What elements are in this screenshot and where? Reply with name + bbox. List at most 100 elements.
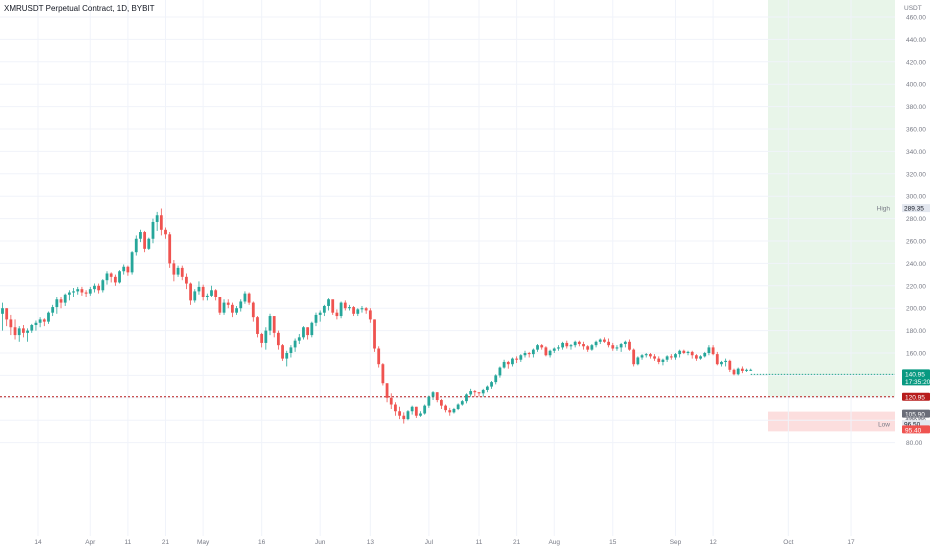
- candle[interactable]: [586, 345, 590, 352]
- candle[interactable]: [276, 330, 280, 350]
- candle[interactable]: [423, 404, 427, 415]
- candle[interactable]: [523, 350, 527, 358]
- candle[interactable]: [653, 354, 656, 361]
- candle[interactable]: [130, 251, 134, 275]
- candle[interactable]: [565, 340, 569, 349]
- candle[interactable]: [34, 320, 38, 331]
- candle[interactable]: [88, 286, 92, 296]
- candle[interactable]: [644, 353, 648, 358]
- candle[interactable]: [348, 304, 351, 311]
- candle[interactable]: [243, 291, 247, 304]
- candle[interactable]: [322, 304, 326, 317]
- candle[interactable]: [17, 326, 21, 342]
- candle[interactable]: [440, 398, 443, 409]
- candle[interactable]: [59, 297, 63, 309]
- candle[interactable]: [381, 363, 385, 386]
- candle[interactable]: [189, 282, 192, 305]
- candle[interactable]: [527, 351, 531, 358]
- candle[interactable]: [531, 348, 535, 358]
- candle[interactable]: [573, 340, 577, 348]
- candle[interactable]: [247, 292, 251, 305]
- candle[interactable]: [519, 354, 523, 362]
- candle[interactable]: [51, 304, 55, 317]
- candle[interactable]: [176, 265, 180, 277]
- candle[interactable]: [699, 355, 702, 360]
- candle[interactable]: [469, 388, 473, 397]
- candle[interactable]: [598, 338, 602, 345]
- candle[interactable]: [485, 385, 489, 393]
- candle[interactable]: [678, 349, 682, 358]
- candle[interactable]: [435, 392, 439, 403]
- candle[interactable]: [394, 402, 397, 416]
- candle[interactable]: [419, 411, 422, 417]
- candle[interactable]: [293, 338, 297, 352]
- candle[interactable]: [657, 356, 661, 365]
- candle[interactable]: [185, 273, 188, 290]
- candle[interactable]: [335, 309, 339, 320]
- candle[interactable]: [193, 289, 197, 303]
- candle[interactable]: [72, 288, 75, 297]
- candle[interactable]: [356, 308, 360, 317]
- candle[interactable]: [749, 368, 753, 371]
- candle[interactable]: [352, 305, 356, 317]
- candle[interactable]: [368, 308, 372, 323]
- candle[interactable]: [134, 235, 138, 256]
- candle[interactable]: [9, 314, 13, 336]
- candle[interactable]: [385, 383, 389, 403]
- candle[interactable]: [498, 366, 502, 378]
- candle[interactable]: [410, 405, 414, 415]
- candle[interactable]: [318, 310, 322, 322]
- candle[interactable]: [632, 348, 636, 367]
- candle[interactable]: [84, 290, 88, 297]
- candle[interactable]: [314, 312, 318, 327]
- candle[interactable]: [682, 349, 686, 355]
- candle[interactable]: [456, 403, 460, 411]
- candle[interactable]: [101, 279, 105, 293]
- candle[interactable]: [268, 313, 272, 336]
- candle[interactable]: [297, 333, 301, 345]
- candle[interactable]: [222, 299, 226, 315]
- candle[interactable]: [661, 358, 665, 366]
- candle[interactable]: [490, 381, 493, 389]
- candle[interactable]: [339, 301, 343, 319]
- candle[interactable]: [139, 229, 142, 243]
- candle[interactable]: [548, 349, 552, 358]
- candle[interactable]: [197, 281, 201, 295]
- candle[interactable]: [623, 340, 627, 348]
- candle[interactable]: [640, 354, 644, 360]
- candle[interactable]: [364, 307, 368, 314]
- candle[interactable]: [720, 360, 723, 367]
- candle[interactable]: [26, 328, 29, 342]
- candle[interactable]: [373, 319, 376, 352]
- candle[interactable]: [732, 368, 736, 376]
- candle[interactable]: [674, 353, 677, 360]
- candle[interactable]: [30, 323, 34, 333]
- candle[interactable]: [511, 357, 514, 367]
- candle[interactable]: [1, 302, 4, 331]
- candle[interactable]: [360, 305, 364, 313]
- candle[interactable]: [569, 344, 573, 350]
- candle[interactable]: [143, 230, 147, 253]
- candle[interactable]: [289, 345, 293, 358]
- candle[interactable]: [285, 350, 289, 367]
- candle[interactable]: [147, 237, 151, 250]
- candle[interactable]: [552, 347, 556, 353]
- candle[interactable]: [159, 208, 163, 236]
- candle[interactable]: [218, 297, 222, 315]
- candle[interactable]: [172, 260, 176, 282]
- candle[interactable]: [97, 283, 101, 294]
- candle[interactable]: [740, 366, 744, 374]
- candle[interactable]: [715, 351, 719, 366]
- candle[interactable]: [728, 359, 732, 373]
- candle[interactable]: [239, 299, 243, 312]
- candle[interactable]: [603, 337, 606, 343]
- candle[interactable]: [306, 327, 310, 340]
- candle[interactable]: [389, 393, 393, 409]
- candle[interactable]: [607, 338, 610, 348]
- candle[interactable]: [105, 271, 109, 285]
- candle[interactable]: [414, 406, 418, 418]
- candle[interactable]: [113, 274, 117, 286]
- candle[interactable]: [506, 360, 510, 369]
- candle[interactable]: [669, 354, 673, 360]
